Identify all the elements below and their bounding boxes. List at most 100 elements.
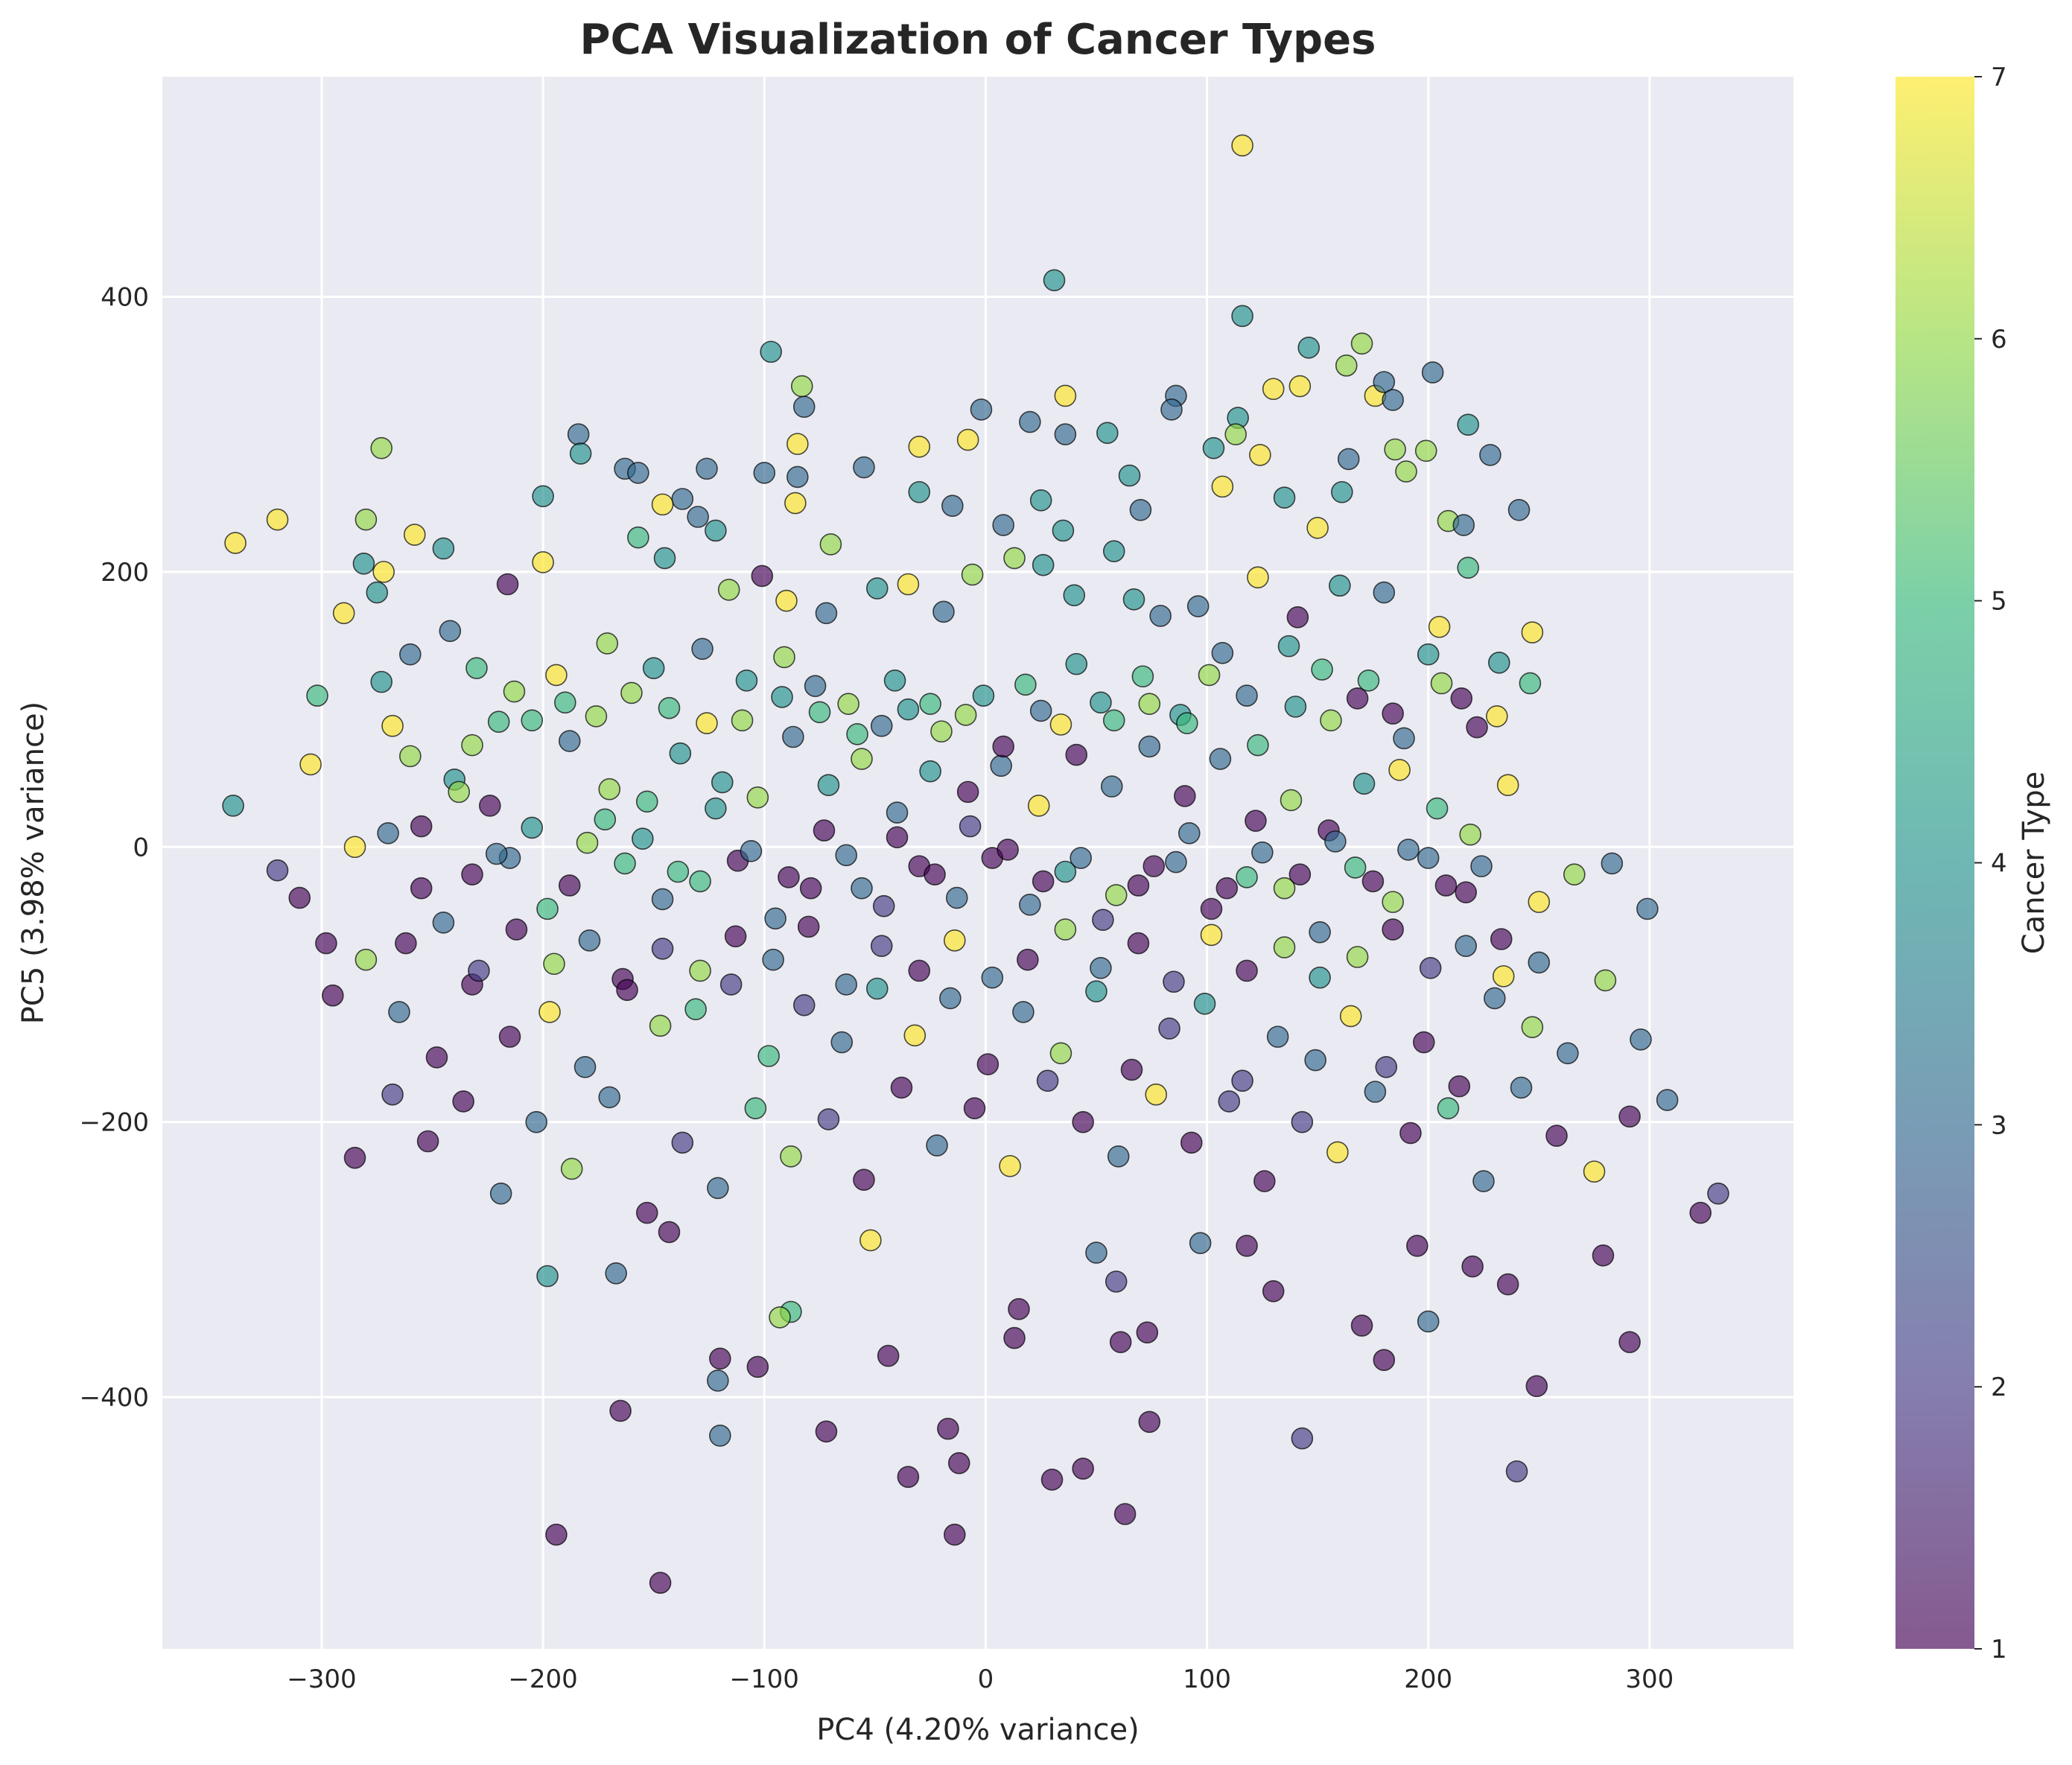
- y-tick-label: 0: [133, 833, 149, 862]
- data-point: [485, 842, 508, 865]
- data-point: [1040, 1469, 1064, 1491]
- data-point: [288, 886, 311, 909]
- data-point: [569, 442, 592, 465]
- data-point: [461, 734, 483, 757]
- data-point: [853, 456, 875, 479]
- data-point: [355, 508, 378, 531]
- data-point: [465, 657, 488, 679]
- data-point: [961, 563, 984, 586]
- data-point: [388, 1001, 410, 1023]
- data-point: [1129, 498, 1152, 521]
- data-point: [651, 493, 674, 516]
- data-point: [1505, 1460, 1528, 1483]
- data-point: [903, 1024, 927, 1047]
- data-point: [1193, 993, 1216, 1015]
- data-point: [870, 935, 893, 958]
- colorbar-tick-label: 1: [1991, 1635, 2007, 1664]
- data-point: [598, 777, 621, 801]
- data-point: [1247, 734, 1269, 757]
- data-point: [1350, 332, 1373, 355]
- data-point: [1036, 1069, 1059, 1093]
- data-point: [956, 780, 979, 804]
- data-point: [1131, 665, 1154, 688]
- data-point: [1395, 460, 1417, 483]
- data-point: [954, 704, 977, 726]
- data-point: [1388, 759, 1411, 781]
- plot-area: [162, 77, 1793, 1649]
- data-point: [1437, 1097, 1460, 1119]
- data-point: [1065, 652, 1088, 675]
- data-point: [1127, 932, 1150, 955]
- data-point: [671, 488, 694, 510]
- data-point: [764, 907, 786, 930]
- data-point: [1253, 1170, 1276, 1192]
- data-point: [1174, 785, 1196, 807]
- data-point: [689, 870, 711, 893]
- data-point: [1689, 1201, 1712, 1224]
- data-point: [1092, 909, 1114, 931]
- data-point: [1100, 775, 1123, 798]
- data-point: [1382, 389, 1404, 411]
- data-point: [830, 1031, 854, 1054]
- data-point: [808, 701, 831, 724]
- data-point: [1496, 1273, 1519, 1296]
- data-point: [937, 1417, 959, 1440]
- data-point: [908, 959, 931, 982]
- data-point: [865, 977, 889, 1000]
- data-point: [1417, 847, 1440, 869]
- data-point: [1414, 439, 1437, 462]
- data-point: [1528, 891, 1551, 913]
- data-point: [771, 686, 793, 708]
- data-point: [1434, 874, 1458, 897]
- data-point: [1273, 877, 1296, 900]
- data-point: [1247, 566, 1269, 589]
- data-point: [1484, 987, 1506, 1010]
- data-point: [939, 987, 962, 1010]
- data-point: [1326, 1141, 1349, 1164]
- data-point: [487, 710, 510, 733]
- data-point: [919, 693, 941, 715]
- data-point: [1594, 969, 1617, 992]
- scatter-points: [222, 134, 1729, 1594]
- data-point: [671, 1131, 694, 1154]
- data-point: [1636, 897, 1659, 920]
- data-point: [395, 932, 417, 955]
- data-point: [536, 1265, 559, 1288]
- data-point: [1528, 951, 1551, 974]
- data-point: [1198, 664, 1221, 687]
- data-point: [1618, 1105, 1641, 1128]
- data-point: [620, 681, 643, 705]
- data-point: [1630, 1028, 1652, 1051]
- data-point: [815, 1420, 838, 1443]
- data-point: [416, 1130, 439, 1153]
- data-point: [786, 465, 809, 489]
- data-point: [1262, 1280, 1285, 1303]
- data-point: [1127, 874, 1150, 897]
- data-point: [322, 984, 344, 1007]
- data-point: [1105, 884, 1128, 906]
- data-point: [1105, 1271, 1128, 1293]
- data-point: [740, 840, 763, 862]
- data-point: [1215, 877, 1239, 900]
- data-point: [370, 436, 393, 459]
- data-point: [851, 877, 873, 900]
- data-point: [1417, 643, 1440, 666]
- data-point: [1102, 540, 1125, 562]
- data-point: [381, 1083, 404, 1106]
- data-point: [1399, 1122, 1422, 1145]
- x-tick-labels: −300 −200 −100 0 100 200 300: [287, 1664, 1674, 1694]
- data-point: [1120, 1058, 1143, 1081]
- colorbar-tick-label: 7: [1991, 63, 2007, 92]
- data-point: [1245, 810, 1267, 832]
- data-point: [1043, 269, 1066, 292]
- data-point: [632, 827, 654, 850]
- data-point: [1113, 1503, 1137, 1525]
- data-point: [1273, 486, 1296, 509]
- data-point: [224, 532, 247, 554]
- data-point: [1049, 713, 1072, 736]
- data-point: [1145, 1083, 1168, 1106]
- data-point: [576, 831, 599, 854]
- data-point: [773, 646, 795, 669]
- data-point: [1357, 669, 1380, 692]
- data-point: [1236, 866, 1258, 888]
